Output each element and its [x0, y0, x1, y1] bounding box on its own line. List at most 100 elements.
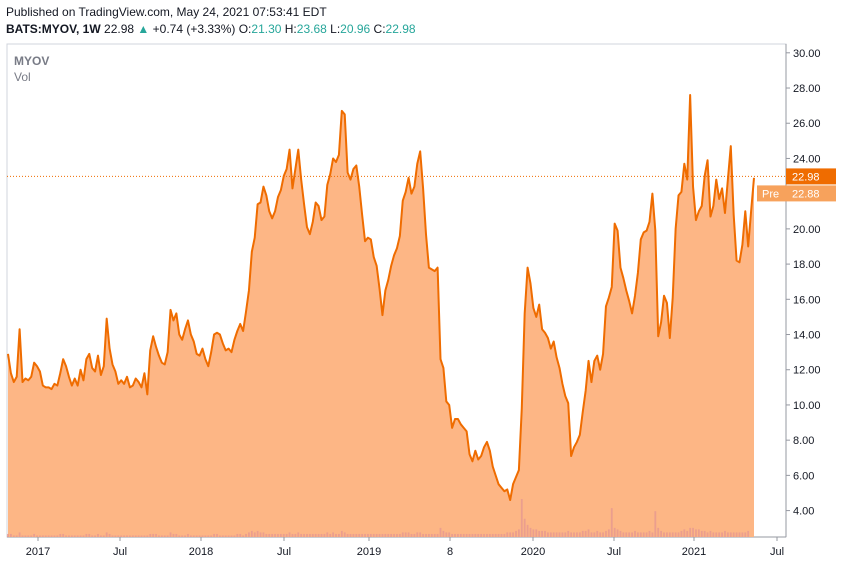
volume-bar [500, 533, 503, 537]
volume-bar [250, 530, 253, 537]
volume-bar [462, 533, 465, 537]
volume-bar [59, 533, 62, 537]
volume-bar [523, 518, 526, 537]
volume-bar [30, 535, 33, 537]
volume-bar [24, 535, 27, 537]
volume-bar [744, 532, 747, 537]
volume-bar [230, 535, 233, 537]
volume-bar [674, 532, 677, 537]
volume-bar [512, 532, 514, 537]
volume-bar [198, 535, 201, 537]
volume-bar [384, 533, 387, 537]
volume-bar [111, 535, 114, 537]
legend-volume: Vol [14, 70, 31, 84]
volume-bar [160, 535, 163, 537]
volume-bar [381, 533, 384, 537]
y-tick-label: 26.00 [793, 118, 821, 130]
volume-bar [134, 535, 137, 537]
volume-bar [204, 535, 207, 537]
volume-bar [526, 524, 529, 537]
volume-bar [306, 533, 308, 537]
volume-bar [529, 527, 532, 537]
volume-bar [552, 532, 555, 537]
volume-bar [335, 533, 337, 537]
volume-bar [477, 533, 480, 537]
volume-bar [169, 532, 172, 537]
x-tick-label: 2018 [189, 546, 213, 558]
volume-bar [567, 530, 570, 537]
volume-bar [300, 533, 303, 537]
volume-bar [457, 533, 459, 537]
volume-bar [686, 530, 689, 537]
volume-bar [506, 532, 509, 537]
volume-bar [413, 533, 416, 537]
volume-bar [262, 532, 265, 537]
pre-tag-label: Pre [762, 188, 779, 200]
volume-bar [268, 533, 271, 537]
volume-bar [282, 533, 285, 537]
volume-bar [663, 532, 665, 537]
volume-bar [317, 533, 320, 537]
volume-bar [85, 533, 88, 537]
volume-bar [343, 532, 346, 537]
volume-bar [172, 533, 175, 537]
volume-bar [253, 532, 256, 537]
volume-bar [314, 533, 317, 537]
volume-bar [123, 535, 126, 537]
volume-bar [491, 533, 494, 537]
volume-bar [599, 532, 602, 537]
volume-bar [149, 533, 152, 537]
x-tick-label: 8 [447, 546, 453, 558]
volume-bar [642, 532, 645, 537]
pre-price-tag [786, 185, 836, 202]
volume-bar [97, 533, 99, 537]
volume-bar [329, 533, 332, 537]
last-price-tag [786, 168, 836, 185]
volume-bar [738, 532, 741, 537]
volume-bar [155, 533, 157, 537]
volume-bar [613, 527, 616, 537]
volume-bar [27, 535, 30, 537]
volume-bar [538, 530, 541, 537]
volume-bar [390, 533, 393, 537]
x-tick-label: 2021 [682, 546, 706, 558]
volume-bar [712, 532, 715, 537]
volume-bar [596, 530, 599, 537]
volume-bar [689, 527, 692, 537]
volume-bar [361, 533, 364, 537]
close-value: 22.98 [385, 22, 416, 36]
volume-bar [570, 532, 573, 537]
volume-bar [239, 533, 242, 537]
published-line: Published on TradingView.com, May 24, 20… [6, 5, 327, 19]
x-tick-label: Jul [770, 546, 784, 558]
volume-bar [520, 499, 523, 537]
volume-bar [195, 535, 198, 537]
volume-bar [636, 532, 639, 537]
pre-tag [757, 185, 786, 202]
volume-bar [207, 535, 210, 537]
volume-bar [187, 533, 189, 537]
volume-bar [695, 529, 697, 537]
volume-bar [73, 535, 76, 537]
volume-bar [213, 533, 215, 537]
volume-bar [117, 535, 120, 537]
volume-bar [192, 535, 195, 537]
volume-bar [666, 532, 668, 537]
volume-bar [683, 529, 686, 537]
price-area-fill [8, 95, 754, 537]
volume-bar [503, 533, 506, 537]
volume-bar [735, 532, 738, 537]
volume-bar [715, 532, 718, 537]
volume-bar [221, 535, 224, 537]
volume-bar [474, 533, 477, 537]
volume-bar [114, 535, 117, 537]
volume-bar [422, 533, 424, 537]
volume-bar [706, 532, 709, 537]
volume-bar [425, 533, 427, 537]
volume-bar [79, 535, 82, 537]
volume-bar [94, 535, 96, 537]
volume-bar [680, 530, 683, 537]
volume-bar [483, 533, 485, 537]
volume-bar [242, 535, 245, 537]
